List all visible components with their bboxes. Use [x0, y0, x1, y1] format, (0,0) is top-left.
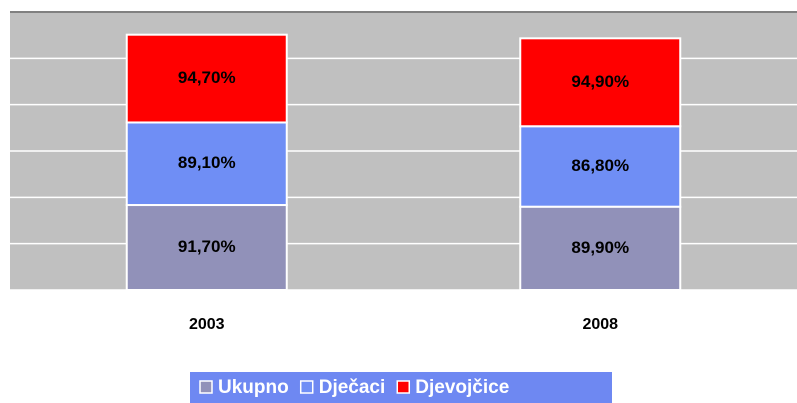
- bar-segment: [519, 205, 682, 292]
- data-label: 89,10%: [178, 153, 236, 172]
- data-label: 94,90%: [571, 72, 629, 91]
- x-tick-label: 2008: [582, 316, 618, 333]
- legend-marker: [396, 380, 411, 394]
- legend-label: Ukupno: [218, 377, 289, 398]
- legend-label: Dječaci: [319, 377, 386, 398]
- data-label: 86,80%: [571, 156, 629, 175]
- bar-segment: [125, 121, 288, 207]
- legend-marker: [299, 380, 314, 394]
- bar-segment: [125, 33, 288, 124]
- bar-segment: [519, 37, 682, 128]
- legend-marker: [199, 380, 213, 394]
- bar-segment: [125, 204, 288, 292]
- bar-segment: [519, 125, 682, 208]
- data-label: 91,70%: [178, 237, 236, 256]
- data-label: 89,90%: [571, 238, 629, 257]
- legend-label: Djevojčice: [415, 377, 509, 398]
- data-label: 94,70%: [178, 68, 236, 87]
- x-tick-label: 2003: [189, 316, 225, 333]
